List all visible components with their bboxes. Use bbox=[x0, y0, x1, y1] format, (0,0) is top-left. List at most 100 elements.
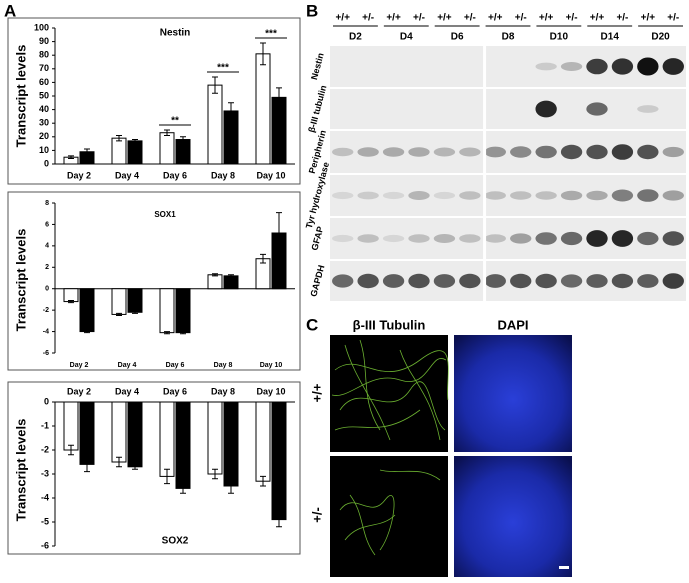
blot-band bbox=[459, 234, 481, 243]
genotype-label: +/- bbox=[362, 13, 374, 24]
y-tick-label: -4 bbox=[41, 492, 49, 502]
blot-band bbox=[433, 274, 456, 288]
bar bbox=[63, 401, 79, 451]
blot-band bbox=[586, 274, 608, 288]
row-label: +/+ bbox=[309, 383, 324, 402]
chart-frame bbox=[7, 17, 301, 185]
panel-label: A bbox=[4, 1, 16, 20]
y-tick-label: 10 bbox=[39, 145, 49, 155]
chart-title: SOX1 bbox=[154, 210, 176, 219]
error-bar bbox=[180, 136, 186, 143]
blot-band bbox=[510, 233, 532, 244]
bar bbox=[271, 401, 287, 521]
blot-band bbox=[560, 231, 583, 246]
blot-band bbox=[637, 231, 659, 246]
error-bar bbox=[132, 463, 138, 470]
bar bbox=[159, 288, 175, 334]
image bbox=[454, 456, 572, 577]
bar bbox=[175, 401, 191, 489]
y-tick-label: 100 bbox=[34, 22, 49, 32]
blot-band bbox=[535, 273, 557, 289]
blot-band bbox=[535, 62, 557, 71]
blot-band bbox=[510, 191, 532, 200]
blot-band bbox=[662, 231, 684, 246]
blot-band bbox=[408, 191, 430, 200]
blot-band bbox=[510, 273, 532, 289]
y-tick-label: 40 bbox=[39, 104, 49, 114]
y-tick-label: -3 bbox=[41, 468, 49, 478]
scale-bar bbox=[559, 566, 569, 569]
x-tick-label: Day 4 bbox=[118, 362, 137, 369]
blot-strip bbox=[330, 89, 686, 129]
blot-band bbox=[484, 274, 506, 288]
blot-band bbox=[433, 234, 456, 243]
genotype-label: +/+ bbox=[437, 13, 452, 24]
genotype-label: +/- bbox=[515, 13, 527, 24]
blot-band bbox=[433, 191, 456, 200]
error-bar bbox=[84, 456, 90, 473]
panel-label: B bbox=[306, 1, 318, 20]
genotype-label: +/- bbox=[566, 13, 578, 24]
blot-band bbox=[662, 146, 684, 158]
x-tick-label: Day 6 bbox=[163, 170, 187, 180]
error-bar bbox=[212, 273, 218, 277]
significance-label: *** bbox=[265, 29, 277, 40]
blot-band bbox=[433, 147, 456, 157]
error-bar bbox=[228, 478, 234, 494]
error-bar bbox=[276, 212, 282, 254]
error-bar bbox=[228, 102, 234, 120]
bar bbox=[79, 288, 95, 333]
day-label: D2 bbox=[349, 32, 362, 43]
day-label: D6 bbox=[451, 32, 464, 43]
blot-band bbox=[662, 58, 684, 75]
error-bar bbox=[260, 253, 266, 264]
x-tick-label: Day 6 bbox=[166, 362, 185, 369]
y-tick-label: -6 bbox=[41, 540, 49, 550]
y-axis-label: Transcript levels bbox=[13, 419, 28, 522]
blot-band bbox=[637, 105, 659, 113]
genotype-label: +/+ bbox=[539, 13, 554, 24]
error-bar bbox=[180, 331, 186, 335]
blot-band bbox=[611, 144, 634, 160]
y-tick-label: 4 bbox=[45, 243, 49, 250]
x-tick-label: Day 8 bbox=[211, 170, 235, 180]
genotype-label: +/- bbox=[464, 13, 476, 24]
genotype-label: +/+ bbox=[488, 13, 503, 24]
bar bbox=[111, 137, 127, 165]
y-tick-label: -1 bbox=[41, 420, 49, 430]
chart-frame bbox=[7, 191, 301, 371]
bar bbox=[127, 401, 143, 468]
day-label: D10 bbox=[550, 32, 569, 43]
y-tick-label: -5 bbox=[41, 516, 49, 526]
blot-band bbox=[484, 191, 506, 200]
blot-band bbox=[510, 146, 532, 158]
blot-band bbox=[586, 102, 608, 116]
y-tick-label: 20 bbox=[39, 131, 49, 141]
error-bar bbox=[68, 300, 74, 304]
x-tick-label: Day 2 bbox=[67, 170, 91, 180]
error-bar bbox=[116, 312, 122, 316]
blot-band bbox=[535, 100, 557, 118]
blot-band bbox=[586, 230, 608, 247]
blot-band bbox=[408, 273, 430, 289]
bar bbox=[223, 401, 239, 487]
blot-band bbox=[535, 191, 557, 200]
blot-band bbox=[408, 147, 430, 157]
blot-band bbox=[560, 144, 583, 160]
error-bar bbox=[212, 76, 218, 94]
blot-band bbox=[611, 230, 634, 247]
blot-band bbox=[586, 58, 608, 75]
blot-band bbox=[382, 234, 405, 243]
y-tick-label: -4 bbox=[43, 328, 49, 335]
genotype-label: +/+ bbox=[641, 13, 656, 24]
bar bbox=[207, 401, 223, 475]
blot-band bbox=[662, 190, 684, 201]
x-tick-label: Day 6 bbox=[163, 386, 187, 396]
error-bar bbox=[228, 274, 234, 278]
chart-title: SOX2 bbox=[162, 536, 189, 547]
blot-band bbox=[357, 147, 379, 157]
blot-band bbox=[459, 147, 481, 157]
blot-band bbox=[637, 144, 659, 160]
y-tick-label: 0 bbox=[45, 286, 49, 293]
